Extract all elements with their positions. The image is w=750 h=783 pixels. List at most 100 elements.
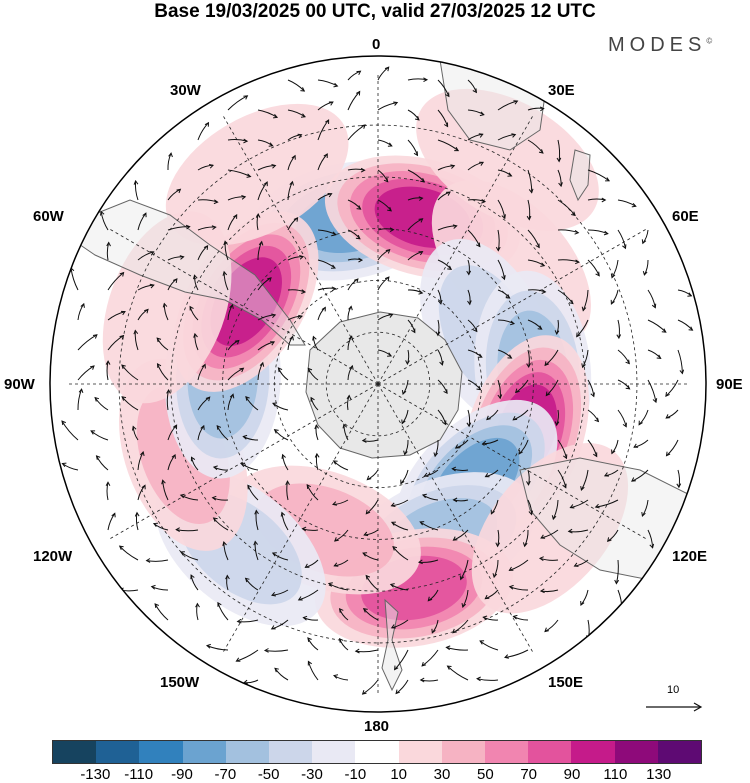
wind-arrow-head: [616, 334, 622, 340]
wind-arrow-head: [179, 255, 185, 260]
colorbar-swatch: [355, 741, 399, 763]
wind-arrow-head: [478, 133, 484, 138]
wind-arrow-head: [331, 231, 337, 237]
wind-arrow-head: [528, 188, 534, 194]
wind-arrow-head: [105, 481, 111, 487]
wind-arrow-head: [349, 364, 354, 370]
wind-arrow-head: [213, 199, 219, 205]
wind-arrow-head: [89, 365, 95, 370]
wind-arrow-head: [573, 562, 579, 567]
wind-arrow-head: [437, 299, 443, 305]
wind-arrow-head: [277, 367, 283, 373]
wind-arrow-head: [389, 583, 395, 588]
wind-arrow-head: [176, 188, 182, 194]
wind-arrow: [557, 229, 579, 234]
wind-arrow-head: [229, 303, 234, 309]
wind-arrow-head: [393, 101, 399, 106]
wind-arrow-head: [267, 277, 272, 282]
wind-arrow-head: [388, 313, 394, 318]
wind-arrow: [287, 79, 305, 92]
wind-arrow-head: [610, 273, 616, 279]
wind-arrow-head: [190, 574, 195, 580]
wind-arrow: [677, 349, 683, 374]
wind-arrow-head: [526, 363, 531, 369]
wind-arrow-head: [418, 218, 424, 223]
wind-arrow: [180, 551, 199, 561]
wind-arrow-head: [571, 211, 576, 217]
wind-arrow-head: [272, 402, 277, 407]
wind-arrow: [476, 678, 499, 681]
wind-arrow: [665, 379, 679, 397]
wind-arrow-head: [100, 210, 105, 216]
wind-arrow-head: [247, 484, 252, 490]
colorbar-tick-label: -110: [124, 766, 154, 783]
wind-arrow-head: [152, 522, 158, 527]
wind-arrow-head: [111, 512, 116, 518]
wind-arrow-head: [540, 262, 546, 267]
wind-arrow-head: [538, 556, 544, 562]
wind-arrow: [557, 289, 574, 304]
wind-arrow-head: [236, 618, 242, 624]
wind-arrow: [587, 259, 600, 276]
wind-arrow: [497, 199, 506, 219]
wind-arrow-head: [495, 246, 501, 252]
wind-arrow: [90, 430, 109, 441]
wind-arrow-head: [263, 181, 268, 187]
wind-arrow-head: [479, 161, 485, 166]
wind-arrow-head: [501, 214, 506, 220]
wind-arrow-head: [452, 224, 458, 229]
longitude-line: [108, 228, 379, 385]
wind-arrow-head: [514, 388, 520, 394]
wind-arrow: [479, 640, 499, 651]
wind-arrow-head: [418, 196, 424, 201]
wind-arrow-head: [358, 257, 364, 263]
wind-arrow-head: [539, 106, 545, 112]
wind-arrow-head: [595, 271, 600, 277]
wind-arrow: [176, 529, 199, 532]
wind-arrow-head: [258, 240, 264, 246]
lon-label-180: 180: [364, 718, 390, 735]
wind-arrow: [377, 102, 398, 111]
wind-arrow-head: [212, 465, 218, 471]
wind-arrow: [394, 649, 409, 670]
colorbar-tick-label: -70: [214, 766, 237, 783]
wind-arrow-head: [239, 367, 245, 373]
wind-arrow-head: [526, 215, 532, 221]
wind-arrow-head: [154, 603, 159, 608]
wind-arrow-head: [94, 396, 100, 402]
wind-arrow: [107, 335, 124, 351]
wind-arrow-head: [121, 396, 127, 401]
lon-label-0: 0: [372, 36, 381, 53]
graticule: [67, 73, 689, 695]
wind-arrow-head: [208, 164, 214, 169]
wind-arrow-head: [366, 475, 372, 481]
wind-arrow-head: [235, 657, 241, 662]
wind-arrow-head: [481, 440, 487, 446]
wind-arrow-head: [253, 540, 258, 546]
wind-arrow-head: [346, 394, 352, 400]
wind-arrow-head: [172, 424, 178, 430]
latitude-circle: [325, 331, 431, 437]
wind-arrow-head: [280, 511, 286, 517]
colorbar-tick-label: 90: [563, 766, 581, 783]
wind-arrow: [631, 469, 649, 482]
wind-arrow: [227, 367, 244, 381]
wind-arrow-head: [327, 582, 333, 587]
wind-arrow-head: [631, 477, 636, 482]
lon-label-120w: 120W: [33, 548, 73, 565]
wind-arrow-head: [509, 320, 516, 326]
wind-arrow-head: [551, 515, 557, 521]
wind-arrow-head: [323, 153, 328, 159]
wind-arrow-head: [605, 177, 611, 182]
wind-arrow: [134, 330, 139, 351]
wind-arrow: [77, 388, 83, 411]
wind-arrow-head: [554, 421, 560, 427]
wind-arrow-head: [121, 364, 126, 370]
wind-arrow-head: [222, 540, 227, 547]
wind-arrow-head: [421, 493, 427, 499]
wind-arrow-head: [195, 602, 200, 608]
wind-arrow-head: [222, 270, 228, 276]
wind-arrow-head: [204, 121, 210, 127]
wind-arrow-head: [418, 251, 424, 256]
wind-arrow-head: [479, 111, 485, 117]
